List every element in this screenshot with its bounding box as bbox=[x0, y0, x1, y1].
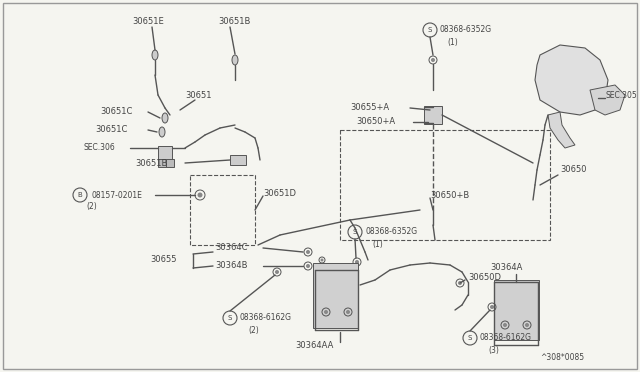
Circle shape bbox=[306, 264, 310, 268]
Bar bbox=[158, 159, 166, 167]
Text: 30364B: 30364B bbox=[215, 262, 248, 270]
Polygon shape bbox=[535, 45, 608, 115]
Circle shape bbox=[525, 323, 529, 327]
Text: (3): (3) bbox=[488, 346, 499, 355]
Bar bbox=[158, 146, 172, 164]
Text: 08368-6352G: 08368-6352G bbox=[365, 228, 417, 237]
Text: B: B bbox=[77, 192, 83, 198]
Text: 30651B: 30651B bbox=[135, 158, 168, 167]
Bar bbox=[312, 263, 358, 327]
Text: 30364AA: 30364AA bbox=[295, 340, 333, 350]
Bar bbox=[230, 155, 246, 165]
Text: (1): (1) bbox=[372, 240, 383, 248]
Text: 30651C: 30651C bbox=[95, 125, 127, 135]
Text: 30364C: 30364C bbox=[215, 244, 248, 253]
Text: 30651E: 30651E bbox=[132, 17, 164, 26]
Text: 08368-6162G: 08368-6162G bbox=[240, 314, 292, 323]
Ellipse shape bbox=[232, 55, 238, 65]
Text: 08368-6162G: 08368-6162G bbox=[480, 334, 532, 343]
Circle shape bbox=[324, 310, 328, 314]
Circle shape bbox=[431, 58, 435, 62]
Polygon shape bbox=[548, 112, 575, 148]
Text: S: S bbox=[228, 315, 232, 321]
Bar bbox=[190, 175, 255, 245]
Ellipse shape bbox=[162, 113, 168, 123]
Text: 30650+A: 30650+A bbox=[356, 118, 395, 126]
Text: SEC.305: SEC.305 bbox=[606, 90, 637, 99]
Bar bbox=[424, 106, 442, 124]
Circle shape bbox=[321, 259, 323, 262]
Text: 08368-6352G: 08368-6352G bbox=[440, 26, 492, 35]
Bar bbox=[493, 280, 538, 340]
Text: SEC.306: SEC.306 bbox=[84, 144, 116, 153]
Circle shape bbox=[355, 260, 359, 264]
Text: (1): (1) bbox=[447, 38, 458, 46]
Text: ^308*0085: ^308*0085 bbox=[540, 353, 584, 362]
Circle shape bbox=[198, 192, 202, 198]
Circle shape bbox=[490, 305, 494, 309]
Text: 30364A: 30364A bbox=[490, 263, 522, 273]
Text: 30651: 30651 bbox=[185, 90, 211, 99]
Circle shape bbox=[346, 310, 350, 314]
Circle shape bbox=[503, 323, 507, 327]
Text: 30651D: 30651D bbox=[263, 189, 296, 198]
Text: 30650D: 30650D bbox=[468, 273, 501, 282]
Circle shape bbox=[306, 250, 310, 254]
Text: (2): (2) bbox=[248, 326, 259, 334]
Text: (2): (2) bbox=[86, 202, 97, 212]
Text: 30655+A: 30655+A bbox=[350, 103, 389, 112]
Circle shape bbox=[275, 270, 279, 274]
Text: S: S bbox=[353, 229, 357, 235]
Text: 30650+B: 30650+B bbox=[430, 190, 469, 199]
Bar bbox=[166, 159, 174, 167]
Circle shape bbox=[458, 281, 462, 285]
Text: S: S bbox=[468, 335, 472, 341]
Ellipse shape bbox=[152, 50, 158, 60]
Text: 30655: 30655 bbox=[150, 256, 177, 264]
Text: 08157-0201E: 08157-0201E bbox=[92, 190, 143, 199]
Ellipse shape bbox=[159, 127, 165, 137]
Text: 30651C: 30651C bbox=[100, 108, 132, 116]
Text: S: S bbox=[428, 27, 432, 33]
Text: 30650: 30650 bbox=[560, 166, 586, 174]
Polygon shape bbox=[590, 85, 625, 115]
Text: 30651B: 30651B bbox=[218, 17, 250, 26]
Bar bbox=[340, 130, 550, 240]
